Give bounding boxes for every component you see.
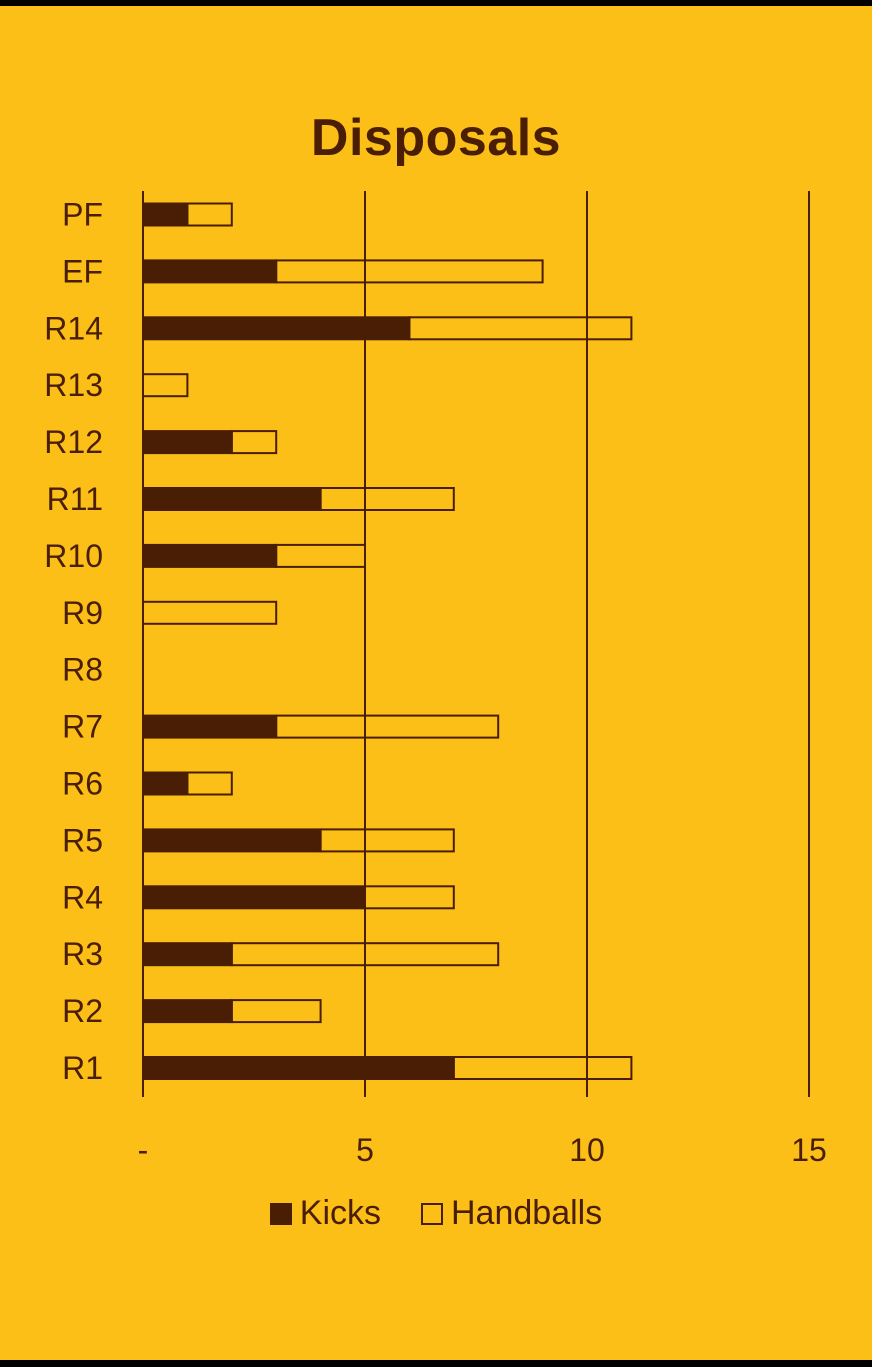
bar-handballs-R11 bbox=[319, 487, 455, 511]
bar-kicks-PF bbox=[142, 202, 189, 227]
category-label-R10: R10 bbox=[44, 538, 103, 574]
category-label-R6: R6 bbox=[62, 766, 103, 802]
category-label-R9: R9 bbox=[62, 595, 103, 631]
x-tick-label-3: 15 bbox=[791, 1132, 827, 1168]
bar-kicks-R4 bbox=[142, 885, 366, 910]
legend-label-handballs: Handballs bbox=[451, 1194, 603, 1232]
category-label-PF: PF bbox=[62, 197, 103, 233]
bar-handballs-R7 bbox=[275, 714, 500, 739]
bar-kicks-R3 bbox=[142, 942, 233, 967]
bar-handballs-PF bbox=[186, 202, 233, 227]
category-label-R2: R2 bbox=[62, 993, 103, 1029]
category-label-R14: R14 bbox=[44, 310, 103, 346]
bar-handballs-R9 bbox=[142, 600, 278, 625]
category-label-R12: R12 bbox=[44, 424, 103, 460]
bar-handballs-R5 bbox=[319, 828, 455, 853]
bar-handballs-R13 bbox=[142, 373, 189, 398]
bar-kicks-R11 bbox=[142, 487, 322, 511]
legend-item-kicks: Kicks bbox=[269, 1194, 381, 1233]
bar-handballs-R3 bbox=[230, 942, 500, 967]
bar-handballs-R14 bbox=[408, 316, 633, 341]
bar-kicks-R2 bbox=[142, 999, 233, 1024]
bar-kicks-R10 bbox=[142, 543, 278, 568]
bar-handballs-R4 bbox=[364, 885, 455, 910]
bar-kicks-R7 bbox=[142, 714, 278, 739]
bar-kicks-EF bbox=[142, 259, 278, 284]
category-label-R8: R8 bbox=[62, 652, 103, 688]
bar-handballs-R1 bbox=[452, 1056, 633, 1080]
bar-handballs-R10 bbox=[275, 543, 367, 568]
bar-handballs-EF bbox=[275, 259, 544, 284]
bar-kicks-R12 bbox=[142, 430, 233, 455]
category-label-R11: R11 bbox=[47, 481, 103, 517]
x-tick-label-1: 5 bbox=[356, 1132, 374, 1168]
bar-handballs-R12 bbox=[230, 430, 278, 455]
bar-handballs-R2 bbox=[230, 999, 322, 1024]
category-label-R3: R3 bbox=[62, 936, 103, 972]
x-tick-label-0: - bbox=[138, 1132, 149, 1168]
category-label-R1: R1 bbox=[62, 1050, 103, 1086]
bar-handballs-R6 bbox=[186, 771, 233, 796]
legend-swatch-kicks bbox=[269, 1202, 292, 1225]
bar-kicks-R1 bbox=[142, 1056, 455, 1080]
legend-label-kicks: Kicks bbox=[299, 1194, 381, 1232]
category-label-R13: R13 bbox=[44, 367, 103, 403]
chart-frame: Disposals - 5 10 15 R1 R2 R3 R4 R5 R6 R7 R8 R9 R10 R11… bbox=[0, 6, 872, 1360]
legend: Kicks Handballs bbox=[0, 1194, 872, 1233]
category-label-EF: EF bbox=[62, 253, 103, 289]
chart-title: Disposals bbox=[310, 109, 562, 167]
bar-kicks-R5 bbox=[142, 828, 322, 853]
legend-swatch-handballs bbox=[421, 1202, 443, 1225]
category-label-R7: R7 bbox=[62, 709, 103, 745]
category-label-R4: R4 bbox=[62, 879, 103, 915]
x-tick-label-2: 10 bbox=[569, 1132, 605, 1168]
legend-item-handballs: Handballs bbox=[421, 1194, 602, 1233]
category-label-R5: R5 bbox=[62, 822, 103, 858]
bar-chart: - 5 10 15 R1 R2 R3 R4 R5 R6 R7 R8 R9 R10 R11 R12 R13 R14 E… bbox=[44, 191, 827, 1168]
bar-kicks-R6 bbox=[142, 771, 189, 796]
bar-kicks-R14 bbox=[142, 316, 411, 341]
